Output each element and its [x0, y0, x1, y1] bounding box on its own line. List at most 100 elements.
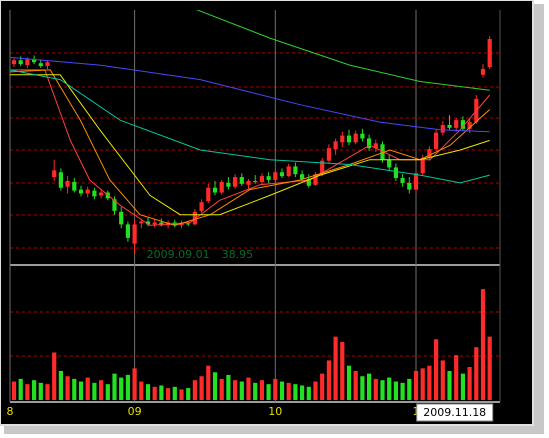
candle-body	[78, 189, 84, 194]
candle-body	[480, 68, 486, 75]
candle-body	[65, 180, 70, 187]
price-panel	[10, 10, 492, 254]
candle-body	[420, 157, 425, 174]
volume-bar	[360, 376, 365, 400]
candle-body	[38, 63, 43, 67]
moving-average-line	[10, 56, 490, 133]
volume-bar	[179, 389, 184, 400]
volume-bar	[112, 373, 117, 400]
volume-bar	[32, 380, 37, 400]
candle-body	[112, 199, 117, 211]
candle-body	[326, 148, 331, 161]
volume-bar	[293, 384, 298, 400]
candle-body	[333, 141, 338, 150]
x-tick-label: 8	[6, 405, 13, 418]
volume-bar	[413, 370, 419, 400]
volume-bar	[219, 378, 224, 400]
candle-body	[360, 133, 365, 139]
annotation-date: 2009.09.01	[147, 248, 210, 261]
moving-average-line	[10, 69, 490, 184]
candle-body	[367, 138, 372, 149]
cursor-date: 2009.11.18	[423, 406, 486, 419]
candle-body	[32, 59, 37, 63]
volume-bar	[326, 360, 331, 400]
volume-bar	[233, 380, 238, 400]
volume-bar	[440, 360, 445, 400]
volume-bar	[273, 378, 278, 400]
candle-body	[380, 144, 385, 160]
volume-bar	[152, 386, 157, 400]
x-axis: 8 09 10 1	[6, 10, 420, 418]
volume-bar	[447, 370, 452, 400]
volume-bar	[206, 365, 211, 400]
low-annotation: 2009.09.01 38.95	[147, 248, 253, 261]
candle-body	[434, 132, 439, 150]
volume-bar	[353, 370, 358, 400]
volume-bar	[199, 376, 204, 400]
volume-bar	[38, 382, 43, 400]
volume-bar	[393, 381, 398, 400]
x-tick-label: 09	[128, 405, 142, 418]
volume-bar	[85, 377, 90, 400]
candle-body	[125, 224, 130, 238]
volume-bar	[387, 377, 392, 400]
x-tick-label: 1	[413, 405, 420, 418]
candle-body	[407, 182, 412, 190]
candle-body	[199, 202, 204, 211]
volume-bar	[320, 373, 325, 400]
volume-bar	[460, 373, 465, 400]
candle-body	[427, 149, 432, 158]
candle-body	[279, 172, 285, 177]
candle-body	[253, 180, 258, 182]
candle-body	[179, 223, 184, 226]
candle-body	[340, 135, 345, 143]
volume-bar	[139, 381, 144, 400]
volume-bar	[259, 380, 264, 400]
candle-body	[85, 189, 90, 194]
volume-bar	[212, 372, 218, 400]
volume-bar	[407, 378, 412, 400]
candle-body	[72, 181, 77, 191]
candle-body	[373, 143, 378, 149]
candle-body	[300, 174, 305, 180]
candle-body	[186, 223, 191, 225]
candle-body	[152, 222, 157, 225]
candle-body	[353, 133, 358, 143]
volume-bar	[186, 388, 191, 400]
candle-body	[52, 170, 57, 178]
candle-body	[139, 221, 144, 224]
volume-bar	[132, 368, 137, 400]
volume-bar	[78, 381, 84, 400]
volume-bar	[65, 376, 70, 400]
volume-bar	[434, 339, 439, 400]
volume-bar	[226, 374, 231, 400]
candle-body	[212, 187, 218, 193]
volume-bar	[420, 368, 425, 400]
volume-bar	[105, 384, 110, 400]
candle-body	[233, 177, 238, 187]
candle-body	[346, 135, 352, 143]
overlay: 2009.09.01 38.95 2009.11.18	[147, 248, 494, 422]
candle-body	[440, 124, 445, 133]
candle-body	[119, 211, 124, 225]
candle-body	[447, 124, 452, 128]
candle-body	[454, 120, 459, 128]
volume-bar	[52, 352, 57, 400]
volume-bar	[487, 336, 492, 400]
candle-body	[306, 179, 311, 186]
volume-bar	[300, 385, 305, 400]
volume-bar	[467, 367, 472, 400]
moving-average-line	[10, 69, 491, 226]
candle-body	[286, 166, 291, 177]
volume-bar	[474, 347, 479, 400]
volume-bar	[192, 380, 197, 400]
candle-body	[92, 190, 97, 197]
candle-body	[226, 182, 231, 187]
candle-body	[45, 62, 50, 67]
moving-average-line	[10, 74, 490, 216]
candle-body	[219, 181, 224, 193]
volume-bar	[373, 378, 378, 400]
candle-body	[145, 221, 151, 225]
candle-body	[192, 211, 197, 225]
